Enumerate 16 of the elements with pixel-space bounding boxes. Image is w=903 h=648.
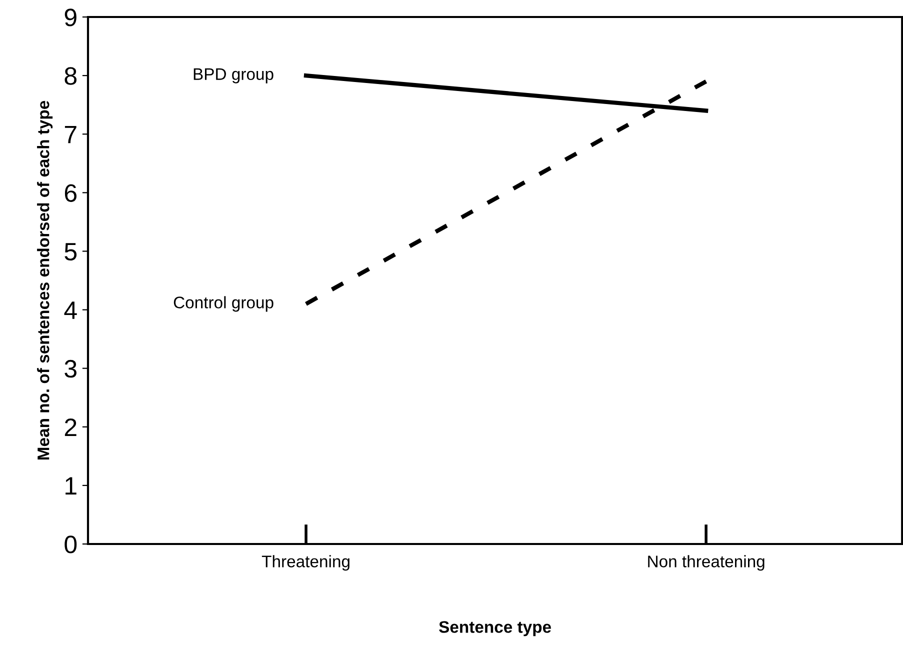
y-tick-label: 2 [64,418,76,436]
y-tick-label: 9 [64,8,76,26]
y-tick-label: 4 [64,302,77,319]
y-tick-label: 0 [64,536,77,554]
y-axis-title: Mean no. of sentences endorsed of each type [37,100,53,460]
y-tick-label: 1 [66,477,76,495]
series-label: BPD group [194,68,274,84]
x-tick-label: Non threatening [648,555,764,571]
x-axis-title: Sentence type [439,621,551,636]
x-tick-label: Threatening [262,555,350,571]
y-tick-label: 5 [64,243,77,261]
y-tick-label: 8 [64,67,76,85]
y-tick-label: 3 [64,360,76,378]
series-label: Control group [174,296,274,312]
y-tick-label: 7 [64,126,76,144]
y-tick-label: 6 [64,184,76,202]
